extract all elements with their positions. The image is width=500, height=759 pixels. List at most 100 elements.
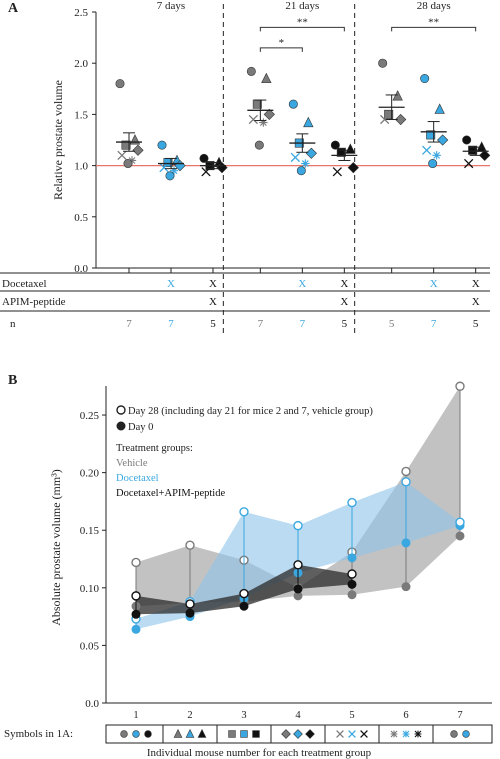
treatment-mark: 7 [431, 318, 437, 330]
y-tick-label: 1.5 [74, 109, 88, 121]
day28-point [401, 477, 411, 487]
panel-a: A 0.0 0.5 1.0 1.5 2.0 2.5 Relative prostate vol… [0, 0, 491, 334]
day0-point [401, 538, 411, 548]
data-point [432, 151, 441, 160]
day0-point [347, 579, 357, 589]
data-point [360, 730, 368, 738]
data-point [464, 158, 474, 169]
data-point [479, 149, 491, 161]
day28-point [455, 381, 465, 391]
data-point [330, 140, 340, 150]
treatment-mark: 7 [126, 318, 132, 330]
timepoint-label: 21 days [285, 0, 319, 12]
treatment-mark: X [430, 278, 438, 290]
symbols-label: Symbols in 1A: [4, 728, 73, 740]
data-point [115, 79, 125, 89]
data-point [402, 730, 410, 738]
data-point [123, 159, 133, 169]
day0-point [185, 608, 195, 618]
treatment-row-label: APIM-peptide [2, 296, 66, 308]
data-point [259, 118, 268, 127]
data-point [347, 162, 359, 174]
y-tick-label: 0.0 [74, 263, 88, 275]
data-point [434, 103, 445, 114]
data-point [428, 159, 438, 169]
significance-label: ** [297, 16, 308, 28]
treatment-mark: 5 [210, 318, 216, 330]
data-point [132, 730, 140, 738]
data-point [305, 147, 317, 159]
significance-bracket [259, 47, 303, 52]
day28-point [347, 497, 357, 508]
x-tick-label: 6 [403, 710, 408, 721]
panel-label: B [8, 373, 17, 388]
data-point [301, 159, 310, 168]
panel-b: B 0.0 0.05 0.10 0.15 0.20 0.25 Absolute prostat… [4, 373, 493, 759]
day28-point [185, 540, 195, 550]
data-point [117, 150, 127, 161]
significance-label: * [279, 37, 285, 49]
data-point [240, 730, 248, 738]
data-point [261, 72, 272, 84]
data-point [263, 108, 275, 121]
day0-point [131, 609, 141, 619]
day28-point [293, 560, 303, 570]
significance-bracket [391, 26, 477, 32]
treatment-group-label: Docetaxel [116, 473, 159, 484]
data-point [185, 728, 195, 738]
treatment-row-label: n [10, 318, 16, 330]
day0-point [455, 531, 465, 541]
data-point [462, 730, 470, 738]
day28-point [401, 466, 411, 477]
data-point [281, 729, 291, 739]
data-point [336, 730, 344, 738]
y-tick-label: 0.15 [80, 525, 100, 537]
treatment-mark: X [340, 296, 348, 308]
data-point [384, 109, 394, 119]
data-point [173, 728, 183, 738]
treatment-mark: 5 [342, 318, 348, 330]
symbols-box [105, 724, 493, 744]
significance-label: ** [428, 16, 439, 28]
data-point [422, 145, 432, 155]
data-point [159, 162, 169, 173]
y-axis-label: Relative prostate volume [51, 80, 65, 200]
day28-point [293, 520, 303, 531]
treatment-mark: 5 [473, 318, 479, 330]
data-point [462, 135, 472, 145]
y-tick-label: 0.20 [80, 468, 100, 480]
legend-day28-label: Day 28 (including day 21 for mice 2 and … [128, 406, 373, 417]
x-tick-label: 2 [187, 710, 192, 721]
day28-point [347, 569, 357, 579]
y-tick-label: 0.10 [80, 583, 100, 595]
treatment-row-label: Docetaxel [2, 278, 47, 290]
day28-point [131, 557, 141, 568]
data-point [426, 130, 436, 140]
day0-point [347, 590, 357, 600]
day0-point [401, 582, 411, 592]
treatment-mark: X [472, 278, 480, 290]
treatment-mark: X [340, 278, 348, 290]
data-point [120, 730, 128, 738]
day28-point [239, 588, 249, 599]
data-point [254, 140, 264, 150]
day28-point [131, 591, 141, 601]
treatment-mark: 7 [168, 318, 174, 330]
treatment-mark: X [472, 296, 480, 308]
y-tick-label: 0.5 [74, 212, 88, 224]
data-point [420, 74, 430, 84]
y-tick-label: 0.0 [85, 698, 99, 710]
data-point [228, 730, 236, 738]
data-point [252, 730, 260, 738]
data-point [395, 113, 407, 126]
y-tick-label: 0.05 [80, 640, 100, 652]
treatment-mark: 5 [389, 318, 395, 330]
treatment-group-label: Docetaxel+APIM-peptide [116, 488, 225, 499]
treatment-mark: X [209, 296, 217, 308]
data-point [157, 140, 167, 150]
day28-point [455, 517, 465, 527]
treatment-mark: X [167, 278, 175, 290]
x-tick-label: 7 [457, 710, 462, 721]
legend-day28-marker [116, 405, 126, 415]
